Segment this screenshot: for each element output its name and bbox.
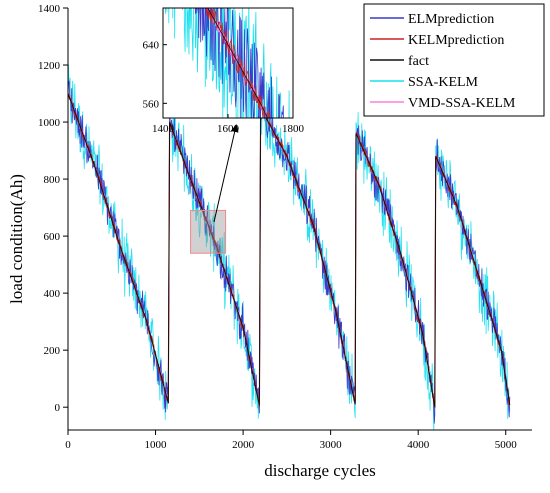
y-tick-label-600: 600	[44, 231, 61, 243]
inset-y-tick-label-560: 560	[143, 98, 160, 110]
series-line-fact	[68, 93, 511, 408]
y-axis-title: load condition(Ah)	[7, 174, 26, 304]
x-tick-label-2000: 2000	[232, 439, 255, 451]
zoom-region-box	[190, 209, 227, 254]
legend-label-kelmprediction: KELMprediction	[408, 33, 504, 48]
y-tick-label-1200: 1200	[38, 60, 61, 72]
x-tick-label-0: 0	[65, 439, 71, 451]
y-tick-label-400: 400	[44, 288, 61, 300]
y-tick-label-800: 800	[44, 174, 61, 186]
series-line-ssa-kelm	[68, 64, 511, 430]
legend-label-fact: fact	[408, 54, 429, 69]
inset-series-line-fact	[207, 8, 268, 118]
y-tick-label-1400: 1400	[38, 3, 61, 15]
inset-y-tick-label-640: 640	[143, 40, 160, 52]
y-tick-label-0: 0	[55, 402, 61, 414]
x-tick-label-1000: 1000	[145, 439, 168, 451]
zoom-arrow	[213, 124, 239, 223]
y-tick-label-1000: 1000	[38, 117, 61, 129]
x-tick-label-5000: 5000	[495, 439, 518, 451]
y-tick-label-200: 200	[44, 345, 61, 357]
legend-label-vmd-ssa-kelm: VMD-SSA-KELM	[408, 96, 516, 111]
inset-x-tick-label-1600: 1600	[217, 123, 240, 135]
inset-x-tick-label-1400: 1400	[152, 123, 175, 135]
x-axis-title: discharge cycles	[264, 461, 376, 480]
x-tick-label-4000: 4000	[407, 439, 430, 451]
plot-area	[68, 64, 511, 430]
x-tick-label-3000: 3000	[320, 439, 343, 451]
series-line-vmd-ssa-kelm	[68, 92, 511, 408]
legend-label-elmprediction: ELMprediction	[408, 12, 494, 27]
legend-label-ssa-kelm: SSA-KELM	[408, 75, 479, 90]
inset-x-tick-label-1800: 1800	[282, 123, 305, 135]
inset-series-line-kelmprediction	[205, 8, 271, 118]
series-line-kelmprediction	[68, 93, 510, 409]
inset-series-line-ssa-kelm	[165, 8, 290, 118]
